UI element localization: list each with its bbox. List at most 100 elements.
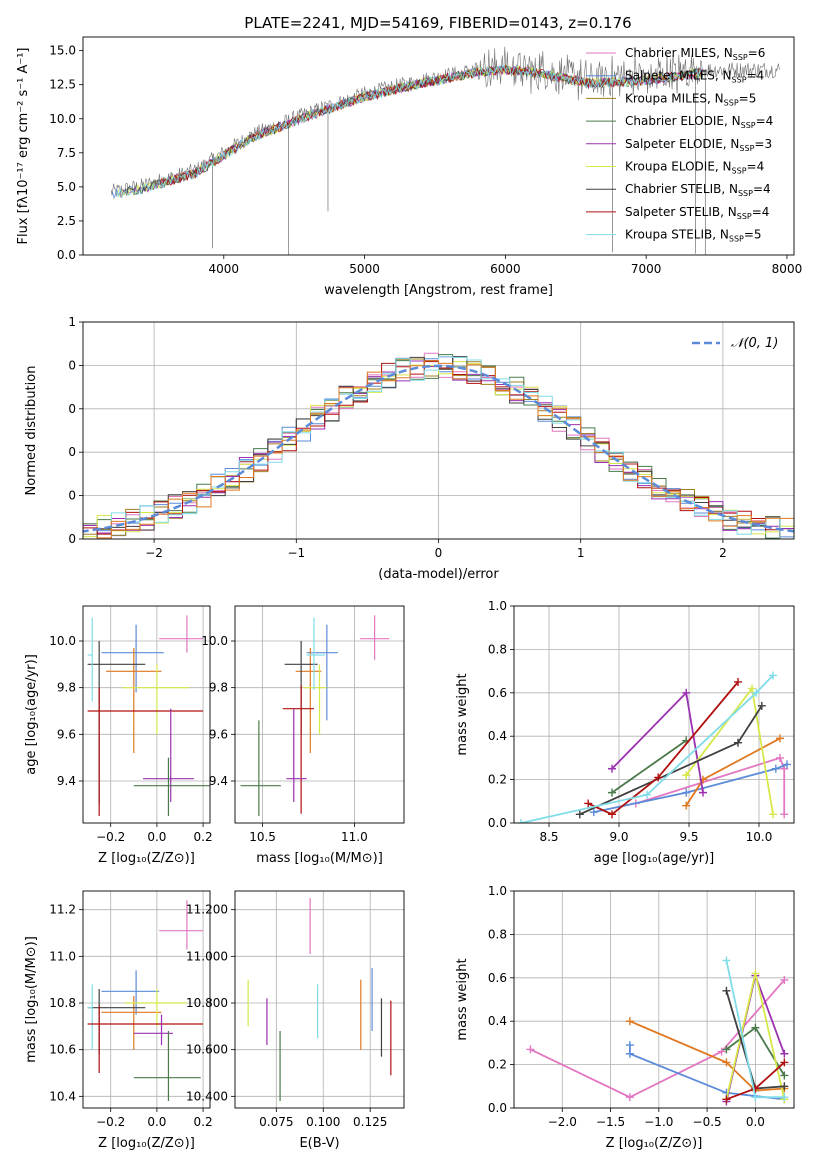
legend-label: Chabrier ELODIE, NSSP=4	[625, 114, 773, 130]
x-tick-label: 9.5	[679, 830, 698, 844]
legend-subscript: SSP	[741, 121, 756, 130]
x-tick-label: 5000	[349, 262, 380, 276]
y-tick-label: 10.6	[49, 1043, 76, 1057]
y-tick-label: 0.8	[488, 642, 507, 656]
x-tick-label: −0.5	[693, 1115, 722, 1129]
y-tick-label: 1.0	[488, 884, 507, 898]
x-tick-label: 10.5	[249, 830, 276, 844]
age-vs-mass-axes: 10.5 11.0 9.4 9.6 9.8 10.0 mass [log₁₀(M/M⊙)]	[201, 605, 405, 866]
series-marker-salpeter_stelib	[608, 810, 616, 819]
legend-suffix: =4	[756, 114, 774, 128]
series-marker-chabrier_miles	[717, 1047, 726, 1056]
y-tick-label: 10.400	[186, 1089, 228, 1103]
x-tick-label: 0.100	[306, 1115, 340, 1129]
x-tick-label: −0.2	[96, 1115, 125, 1129]
y-tick-label: 9.4	[57, 774, 76, 788]
y-axis-label: mass weight	[455, 958, 470, 1040]
x-tick-label: −2	[145, 546, 163, 560]
x-tick-label: 10.0	[746, 830, 773, 844]
series-marker-extra_orange	[776, 734, 784, 743]
y-tick-label: 9.4	[209, 774, 228, 788]
massweight-vs-Z-axes: −2.0 −1.5 −1.0 −0.5 0.0 0.0 0.2 0.4 0.6 0.8 1.0 Z […	[455, 884, 795, 1151]
normal-curve	[83, 364, 794, 533]
legend-label: Salpeter STELIB, NSSP=4	[625, 205, 769, 221]
x-tick-label: 4000	[209, 262, 240, 276]
y-tick-label: 0.2	[488, 773, 507, 787]
series-marker-chabrier_elodie	[722, 1045, 731, 1054]
series-line-chabrier_miles	[530, 979, 785, 1099]
legend-subscript: SSP	[737, 212, 752, 221]
y-axis-label: mass [log₁₀(M/M⊙)]	[24, 936, 39, 1063]
x-tick-label: −0.2	[96, 830, 125, 844]
y-tick-label: 11.0	[49, 949, 76, 963]
y-tick-label: 0.0	[57, 248, 76, 262]
residuals-frame	[82, 321, 795, 540]
series-marker-chabrier_elodie	[780, 1071, 789, 1080]
y-tick-label: 0.2	[488, 1058, 507, 1072]
x-tick-label: 1	[577, 546, 585, 560]
legend-suffix: =6	[748, 46, 766, 60]
series-marker-salpeter_stelib	[654, 773, 663, 782]
legend-suffix: =4	[747, 160, 765, 174]
y-tick-label: 0	[68, 402, 76, 416]
series-line-chabrier_stelib	[579, 705, 763, 816]
x-axis-label: Z [log₁₀(Z/Z⊙)]	[98, 851, 195, 866]
mass-vs-Z-frame	[82, 890, 211, 1109]
legend-subscript: SSP	[739, 144, 754, 153]
y-axis-label: age [log₁₀(age/yr)]	[24, 654, 39, 775]
legend-label: 𝒩(0, 1)	[731, 336, 778, 351]
model-spectrum-salpeter_stelib	[155, 65, 703, 189]
series-line-salpeter_miles	[593, 763, 788, 813]
series-marker-kroupa_stelib	[517, 819, 525, 823]
y-tick-label: 0.8	[488, 927, 507, 941]
series-marker-salpeter_miles	[771, 764, 780, 773]
y-tick-label: 0.0	[488, 816, 507, 830]
series-marker-kroupa_stelib	[722, 956, 731, 965]
y-tick-label: 15.0	[49, 44, 76, 58]
massweight-vs-age-frame	[513, 605, 795, 824]
x-tick-label: 0.125	[353, 1115, 387, 1129]
y-tick-label: 11.200	[186, 903, 228, 917]
series-marker-chabrier_stelib	[734, 738, 742, 747]
legend-subscript: SSP	[732, 167, 747, 176]
figure-title: PLATE=2241, MJD=54169, FIBERID=0143, z=0…	[244, 14, 631, 32]
y-tick-label: 0.4	[488, 1014, 507, 1028]
series-marker-kroupa_stelib	[751, 1093, 760, 1102]
legend-label: Chabrier MILES, NSSP=6	[625, 46, 765, 62]
series-marker-salpeter_elodie	[699, 788, 707, 797]
massweight-vs-Z-frame	[513, 890, 795, 1109]
x-tick-label: 6000	[490, 262, 521, 276]
age-vs-Z-plot-area	[87, 615, 210, 816]
x-tick-label: −2.0	[548, 1115, 577, 1129]
legend-suffix: =5	[744, 228, 762, 242]
series-marker-chabrier_stelib	[757, 701, 766, 710]
age-vs-Z-axes: −0.2 0.0 0.2 9.4 9.6 9.8 10.0 Z [log₁₀(Z/Z⊙)] ag…	[24, 605, 213, 866]
series-marker-kroupa_elodie	[682, 771, 691, 780]
x-axis-label: E(B-V)	[299, 1136, 339, 1151]
x-tick-label: 0.2	[194, 830, 213, 844]
mass-vs-Z-axes: −0.2 0.0 0.2 10.4 10.6 10.8 11.0 11.2 Z [log₁₀(Z…	[24, 890, 213, 1151]
massweight-vs-age-plot-area	[517, 671, 791, 823]
y-tick-label: 5.0	[57, 180, 76, 194]
series-marker-salpeter_elodie	[780, 1049, 789, 1058]
series-marker-salpeter_stelib	[722, 1095, 731, 1104]
y-tick-label: 1.0	[488, 599, 507, 613]
series-marker-chabrier_stelib	[780, 1082, 789, 1091]
spectrum-frame	[82, 36, 795, 256]
y-tick-label: 0	[68, 358, 76, 372]
series-marker-salpeter_elodie	[608, 764, 616, 773]
x-tick-label: 0.0	[746, 1115, 765, 1129]
y-tick-label: 0	[68, 532, 76, 546]
legend-subscript: SSP	[724, 98, 739, 107]
y-tick-label: 0.6	[488, 971, 507, 985]
series-marker-salpeter_miles	[682, 788, 691, 797]
y-axis-label: Flux [fλ10⁻¹⁷ erg cm⁻² s⁻¹ A⁻¹]	[16, 48, 31, 245]
spectrum-axes: 4000 5000 6000 7000 8000 0.0 2.5 5.0 7.5 10.0 12.5…	[16, 36, 802, 298]
legend-label: Chabrier STELIB, NSSP=4	[625, 182, 771, 198]
series-marker-chabrier_stelib	[722, 986, 731, 995]
x-tick-label: 8.5	[539, 830, 558, 844]
x-tick-label: 0.0	[147, 1115, 166, 1129]
series-marker-kroupa_stelib	[752, 688, 761, 697]
legend-suffix: =4	[747, 69, 765, 83]
